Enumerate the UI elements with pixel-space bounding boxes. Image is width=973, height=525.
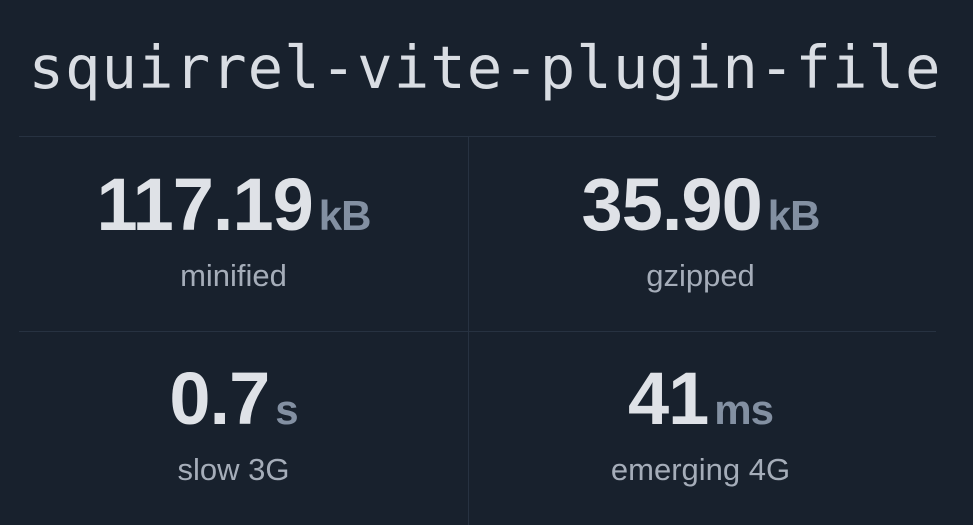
stat-label: minified bbox=[180, 258, 287, 293]
stat-unit: kB bbox=[767, 192, 821, 239]
divider bbox=[19, 331, 936, 332]
stat-value: 117.19 bbox=[96, 163, 314, 246]
divider bbox=[19, 136, 936, 137]
stat-unit: ms bbox=[714, 386, 774, 433]
stat-slow-3g: 0.7 s slow 3G bbox=[9, 359, 458, 490]
stat-unit: kB bbox=[318, 192, 372, 239]
stat-emerging-4g: 41 ms emerging 4G bbox=[476, 359, 925, 490]
stat-gzipped: 35.90 kB gzipped bbox=[476, 165, 925, 296]
divider bbox=[468, 136, 469, 525]
package-title: squirrel-vite-plugin-file bbox=[28, 33, 942, 102]
stat-label: slow 3G bbox=[177, 452, 290, 487]
stat-value: 0.7 bbox=[169, 357, 270, 440]
stat-label: emerging 4G bbox=[610, 452, 791, 487]
stat-value: 35.90 bbox=[581, 163, 763, 246]
stat-minified: 117.19 kB minified bbox=[9, 165, 458, 296]
stat-label: gzipped bbox=[646, 258, 755, 293]
stat-unit: s bbox=[275, 386, 298, 433]
stat-value: 41 bbox=[627, 357, 709, 440]
